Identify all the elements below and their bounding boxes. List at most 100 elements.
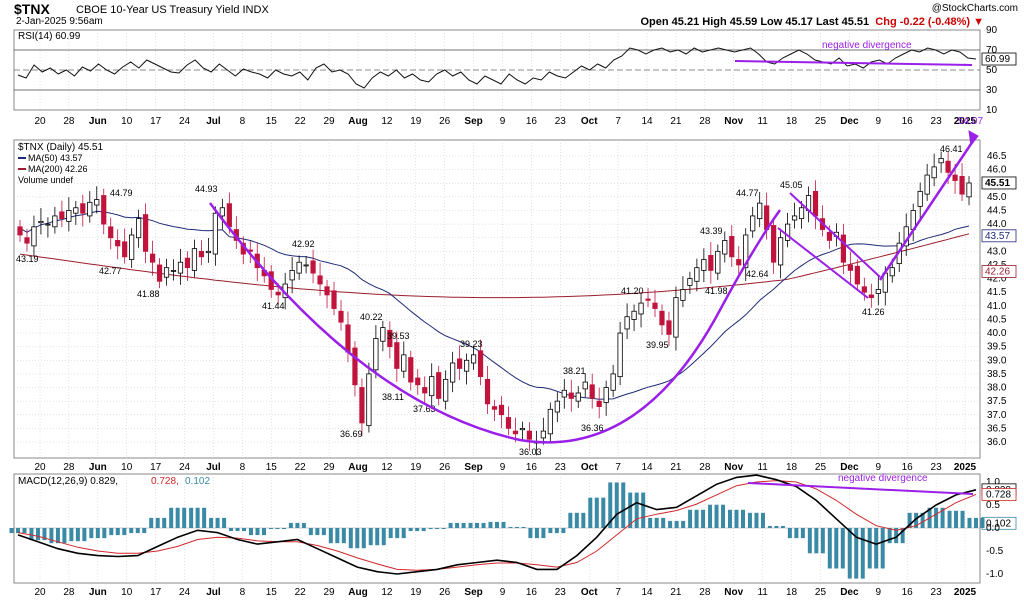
x-tick-label: 29 <box>324 587 336 598</box>
candle-body <box>24 237 30 244</box>
x-tick-label: 16 <box>902 116 914 127</box>
macd-tick-label: -0.5 <box>986 546 1004 557</box>
stockcharts-logo: @StockCharts.com <box>931 3 1018 14</box>
candle-body <box>45 223 51 226</box>
macd-histogram-bar <box>222 517 227 528</box>
macd-histogram-bar <box>461 522 466 528</box>
candle-body <box>812 191 819 217</box>
macd-histogram-bar <box>980 517 985 528</box>
rsi-divergence-label: negative divergence <box>822 40 912 51</box>
macd-histogram-bar <box>162 517 167 528</box>
candle-body <box>94 199 100 206</box>
rsi-tick-label: 90 <box>986 25 998 36</box>
x-tick-label: 22 <box>295 116 307 127</box>
macd-histogram-bar <box>229 528 234 532</box>
price-tick-label: 39.5 <box>987 342 1007 353</box>
candle-body <box>889 267 895 277</box>
candle-body <box>638 302 644 315</box>
macd-histogram-bar <box>355 528 360 549</box>
price-last-label: 42.26 <box>985 266 1010 277</box>
candle-body <box>554 400 560 413</box>
candle-body <box>610 373 616 391</box>
macd-histogram-bar <box>914 512 919 528</box>
x-tick-label: 21 <box>670 462 682 473</box>
ma50-line <box>19 210 970 400</box>
price-tick-label: 43.0 <box>987 246 1007 257</box>
candle-body <box>422 387 428 394</box>
macd-histogram-bar <box>661 517 666 528</box>
candle-body <box>694 267 700 282</box>
candle-body <box>791 215 798 221</box>
x-tick-label: 7 <box>615 116 621 127</box>
x-tick-label: 7 <box>615 587 621 598</box>
candle-body <box>156 264 163 282</box>
macd-histogram-bar <box>155 517 160 528</box>
price-value-label: 38.21 <box>563 366 586 376</box>
macd-histogram-bar <box>521 526 526 528</box>
macd-tick-label: 0.0 <box>986 523 1000 534</box>
target-label: 54.07 <box>958 116 983 127</box>
x-tick-label: 14 <box>641 116 653 127</box>
candle-body <box>854 265 860 285</box>
candle-body <box>757 202 763 220</box>
candle-body <box>317 275 323 285</box>
x-tick-label: Sep <box>464 116 482 127</box>
macd-histogram-bar <box>681 520 686 528</box>
macd-histogram-bar <box>202 507 207 528</box>
macd-histogram-bar <box>787 528 792 539</box>
x-tick-label: 19 <box>410 116 422 127</box>
x-tick-label: Jul <box>206 587 221 598</box>
macd-legend: MACD(12,26,9) 0.829, <box>18 476 118 487</box>
macd-histogram-bar <box>940 507 945 528</box>
rsi-tick-label: 30 <box>986 85 998 96</box>
macd-histogram-bar <box>182 507 187 528</box>
price-value-label: 39.53 <box>387 331 410 341</box>
candle-body <box>80 203 86 214</box>
macd-histogram-bar <box>75 528 80 542</box>
macd-histogram-bar <box>255 528 260 536</box>
candle-body <box>484 378 491 405</box>
macd-histogram-bar <box>375 528 380 546</box>
candle-body <box>415 377 421 386</box>
candle-body <box>966 182 972 198</box>
price-value-label: 39.95 <box>646 340 669 350</box>
x-tick-label: 22 <box>295 462 307 473</box>
macd-histogram-bar <box>268 528 273 529</box>
price-value-label: 46.41 <box>940 144 963 154</box>
macd-histogram-bar <box>242 528 247 532</box>
macd-histogram-bar <box>807 528 812 554</box>
x-tick-label: 23 <box>555 116 567 127</box>
price-value-label: 39.23 <box>460 339 483 349</box>
macd-histogram-bar <box>721 504 726 528</box>
macd-histogram-bar <box>249 528 253 536</box>
x-tick-label: 26 <box>439 116 451 127</box>
chart-header: $TNX CBOE 10-Year US Treasury Yield INDX… <box>0 0 1024 28</box>
candle-body <box>296 261 302 274</box>
candle-body <box>652 302 658 309</box>
price-value-label: 43.39 <box>700 226 723 236</box>
macd-histogram-bar <box>548 528 553 534</box>
candle-body <box>122 241 128 258</box>
x-tick-label: 25 <box>815 587 827 598</box>
x-tick-label: Sep <box>464 587 482 598</box>
candle-body <box>561 389 567 398</box>
macd-histogram-bar <box>674 520 679 528</box>
x-tick-label: 17 <box>150 462 162 473</box>
x-tick-label: 10 <box>121 462 133 473</box>
x-tick-label: Nov <box>724 587 743 598</box>
candle-body <box>771 225 777 263</box>
candle-body <box>568 392 574 399</box>
rsi-tick-label: 50 <box>986 65 998 76</box>
candle-body <box>387 329 393 348</box>
x-tick-label: 20 <box>34 587 46 598</box>
macd-histogram-bar <box>308 528 313 536</box>
macd-histogram-bar <box>561 528 566 534</box>
candle-body <box>184 257 191 269</box>
candle-body <box>840 234 847 263</box>
x-tick-label: 26 <box>439 462 451 473</box>
candle-body <box>477 350 484 378</box>
macd-histogram-bar <box>468 522 473 528</box>
candle-body <box>750 215 756 232</box>
x-tick-label: 9 <box>876 462 882 473</box>
x-tick-label: 23 <box>931 116 943 127</box>
